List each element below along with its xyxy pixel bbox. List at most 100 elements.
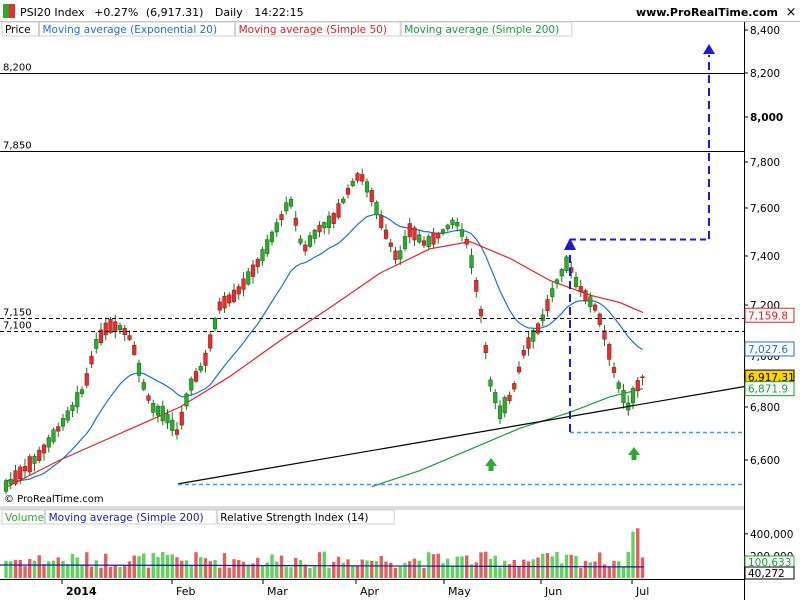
volume-bar[interactable] [275, 561, 279, 578]
candle-body[interactable] [98, 329, 104, 344]
volume-bar[interactable] [536, 557, 540, 578]
volume-bar[interactable] [370, 560, 374, 578]
candle-body[interactable] [317, 224, 322, 233]
volume-bar[interactable] [56, 557, 60, 578]
volume-bar[interactable] [289, 567, 293, 578]
candle-body[interactable] [155, 405, 161, 416]
candle-body[interactable] [22, 466, 28, 472]
volume-bar[interactable] [32, 560, 37, 578]
candle-body[interactable] [578, 286, 583, 292]
volume-bar[interactable] [555, 551, 559, 578]
volume-bar[interactable] [579, 568, 583, 578]
volume-bar[interactable] [23, 566, 27, 578]
volume-bar[interactable] [507, 564, 512, 578]
volume-bar[interactable] [61, 560, 65, 578]
volume-bar[interactable] [607, 566, 611, 578]
candle-body[interactable] [79, 389, 85, 395]
volume-bar[interactable] [450, 566, 455, 578]
volume-legend-item-0[interactable]: Volume [5, 512, 44, 524]
candle-body[interactable] [222, 295, 227, 309]
candle-body[interactable] [512, 383, 517, 390]
volume-bar[interactable] [488, 558, 493, 578]
volume-bar[interactable] [365, 560, 369, 578]
candle-body[interactable] [455, 221, 460, 227]
candle-body[interactable] [364, 181, 370, 193]
candle-body[interactable] [108, 318, 113, 333]
candle-body[interactable] [3, 480, 9, 492]
volume-bar[interactable] [118, 567, 122, 578]
volume-bar[interactable] [175, 557, 179, 578]
volume-bar[interactable] [13, 559, 18, 578]
candle-body[interactable] [535, 323, 541, 334]
candle-body[interactable] [493, 392, 498, 403]
candle-body[interactable] [217, 301, 222, 311]
volume-bar[interactable] [621, 566, 626, 578]
volume-bar[interactable] [108, 566, 113, 578]
candle-body[interactable] [250, 264, 256, 277]
candle-body[interactable] [374, 201, 379, 216]
candle-body[interactable] [298, 238, 303, 244]
volume-bar[interactable] [408, 561, 412, 578]
candle-body[interactable] [607, 344, 612, 360]
volume-bar[interactable] [4, 560, 8, 578]
candle-body[interactable] [388, 242, 393, 247]
candle-body[interactable] [459, 229, 465, 237]
candle-body[interactable] [326, 215, 332, 228]
candle-body[interactable] [160, 405, 165, 422]
volume-bar[interactable] [246, 564, 250, 578]
candle-body[interactable] [293, 217, 298, 226]
volume-bar[interactable] [460, 556, 464, 578]
legend-item-2[interactable]: Moving average (Simple 50) [239, 24, 387, 36]
candle-body[interactable] [13, 470, 18, 485]
volume-bar[interactable] [560, 563, 564, 578]
candle-body[interactable] [379, 215, 384, 228]
candle-body[interactable] [246, 271, 251, 285]
candle-body[interactable] [350, 181, 355, 186]
volume-bar[interactable] [379, 556, 383, 578]
candle-body[interactable] [170, 419, 175, 431]
volume-bar[interactable] [541, 553, 545, 578]
candle-body[interactable] [307, 235, 313, 247]
candle-body[interactable] [8, 478, 13, 485]
volume-bar[interactable] [227, 567, 231, 578]
volume-bar[interactable] [322, 551, 326, 578]
volume-legend-item-2[interactable]: Relative Strength Index (14) [220, 512, 368, 524]
candle-body[interactable] [94, 339, 99, 349]
candle-body[interactable] [516, 366, 522, 373]
volume-bar[interactable] [612, 560, 616, 578]
volume-bar[interactable] [232, 559, 236, 578]
candle-body[interactable] [630, 388, 636, 404]
legend-item-0[interactable]: Price [5, 24, 31, 36]
volume-bar[interactable] [137, 556, 141, 578]
volume-bar[interactable] [327, 567, 331, 578]
volume-bar[interactable] [156, 557, 160, 578]
candle-body[interactable] [341, 198, 346, 203]
volume-bar[interactable] [75, 557, 79, 578]
candle-body[interactable] [198, 365, 203, 371]
volume-bar[interactable] [640, 557, 645, 578]
candle-body[interactable] [497, 405, 503, 420]
volume-bar[interactable] [598, 552, 602, 578]
volume-bar[interactable] [393, 567, 398, 578]
volume-bar[interactable] [346, 559, 350, 578]
volume-bar[interactable] [469, 564, 474, 578]
panel-splitter[interactable] [0, 506, 744, 510]
candle-body[interactable] [269, 231, 275, 243]
volume-bar[interactable] [284, 566, 288, 578]
volume-bar[interactable] [384, 561, 388, 578]
volume-bar[interactable] [303, 564, 307, 578]
volume-bar[interactable] [417, 560, 421, 578]
candle-body[interactable] [32, 455, 37, 464]
volume-bar[interactable] [294, 557, 298, 578]
volume-bar[interactable] [403, 563, 407, 578]
candle-body[interactable] [165, 413, 170, 424]
candle-body[interactable] [231, 289, 237, 303]
volume-bar[interactable] [251, 563, 255, 578]
candle-body[interactable] [621, 389, 626, 404]
volume-bar[interactable] [412, 558, 417, 578]
volume-bar[interactable] [70, 553, 75, 578]
candle-body[interactable] [284, 202, 289, 212]
candle-body[interactable] [559, 269, 564, 277]
candle-body[interactable] [417, 234, 422, 243]
candle-body[interactable] [189, 378, 194, 391]
